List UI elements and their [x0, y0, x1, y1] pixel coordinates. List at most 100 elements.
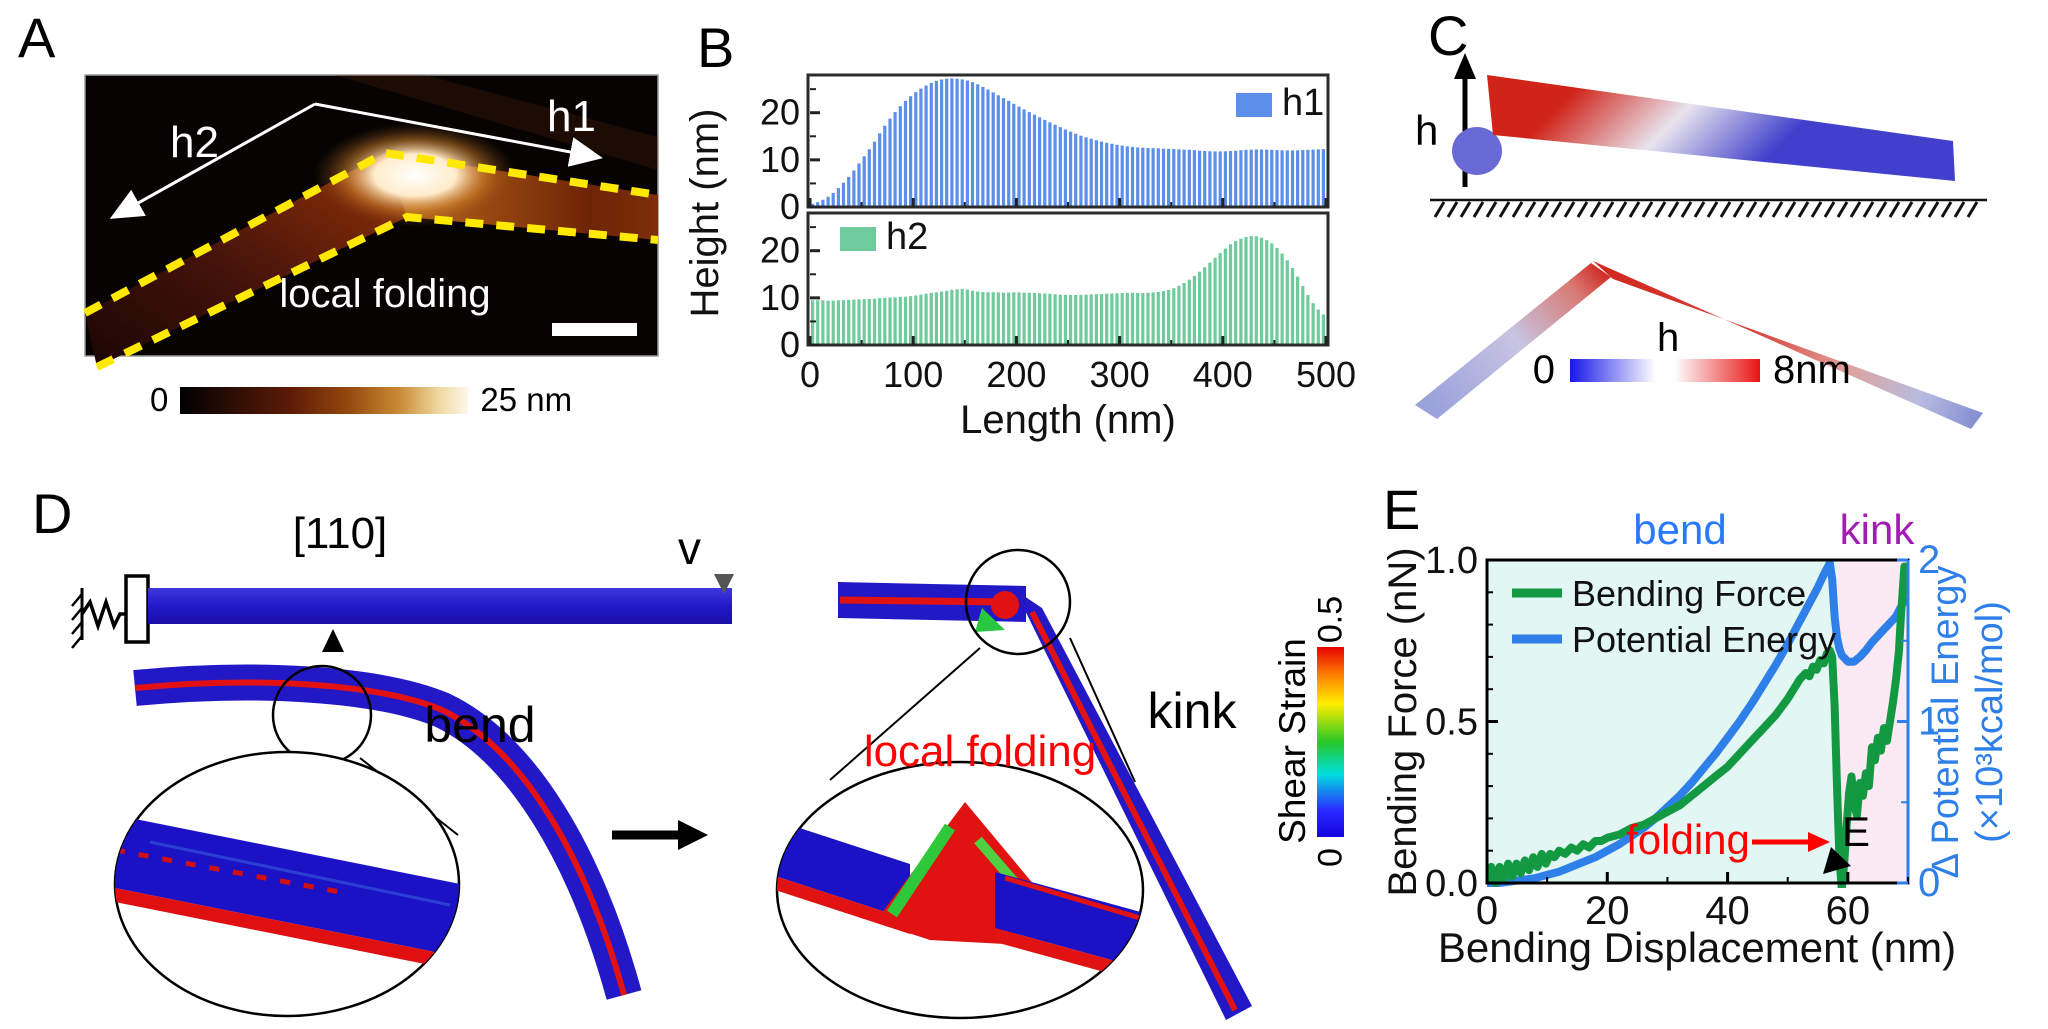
bar: [878, 298, 882, 345]
bar: [1208, 262, 1212, 345]
h2-arrow: [109, 102, 316, 219]
panel-e-letter: E: [1383, 478, 1421, 541]
bar: [1001, 98, 1006, 207]
bar: [903, 100, 908, 207]
bar: [1001, 292, 1006, 345]
h1-arrow: [314, 102, 603, 167]
b-ylabel: Height (nm): [683, 109, 727, 318]
bar: [1110, 293, 1114, 345]
right-tick-label: 0: [1918, 861, 1940, 905]
bar: [1074, 295, 1078, 345]
bar: [1141, 147, 1145, 207]
hatch-stroke: [1641, 201, 1654, 218]
hatch-stroke: [1459, 201, 1472, 218]
bottom-tick-label: 0: [1476, 889, 1498, 933]
bar: [960, 79, 964, 207]
c-colorbar-gradient: [1570, 359, 1760, 382]
y-tick-label: 10: [760, 139, 800, 180]
e-point-marker-label: E: [1842, 808, 1870, 855]
bar: [821, 300, 825, 345]
bar: [1110, 143, 1114, 207]
bar: [1192, 275, 1196, 345]
bar: [883, 125, 887, 207]
straight-nanowire: [148, 588, 732, 624]
bar: [960, 289, 964, 345]
bar: [1244, 149, 1248, 207]
kink-junction-green-patch: [975, 608, 1005, 632]
bar: [1182, 283, 1186, 345]
bar: [924, 85, 928, 207]
h1-legend-swatch: [1236, 93, 1272, 117]
bar: [1012, 292, 1016, 345]
bar: [1275, 247, 1279, 345]
bar: [1007, 292, 1011, 345]
bar: [888, 118, 892, 207]
y-tick-label: 20: [760, 230, 800, 271]
bottom-tick-label: 20: [1585, 889, 1630, 933]
panel-d-letter: D: [32, 482, 73, 545]
bar: [909, 96, 913, 207]
x-tick-label: 500: [1296, 354, 1356, 395]
hatch-stroke: [1836, 201, 1849, 218]
kink-red-core-down: [1029, 610, 1238, 1012]
y-tick-label: 0: [780, 186, 800, 227]
hatch-stroke: [1433, 201, 1446, 218]
bar: [821, 199, 825, 207]
hatch-stroke: [1719, 201, 1732, 218]
e-ylabel-left: Bending Force (nN): [1381, 547, 1425, 896]
bar: [1146, 148, 1150, 207]
b-xlabel: Length (nm): [960, 398, 1176, 442]
shear-strain-label: Shear Strain: [1272, 638, 1313, 844]
afm-colorbar-max: 25 nm: [480, 381, 573, 418]
bar: [1084, 294, 1088, 345]
bar: [867, 298, 871, 345]
bar: [903, 296, 908, 345]
simulation-height-panel: h h 0 8nm: [1415, 53, 1987, 429]
bar: [1249, 149, 1253, 207]
bar: [1141, 293, 1145, 345]
bar: [841, 300, 846, 345]
potential-energy-curve: [1487, 559, 1908, 887]
bar: [847, 176, 851, 207]
e-point-marker-triangle: [1823, 847, 1851, 874]
e-ylabel-right-line1: Δ Potential Energy: [1925, 566, 1967, 879]
spring-icon: [80, 596, 126, 632]
bar: [924, 293, 928, 345]
bar: [1290, 150, 1295, 207]
shear-strain-min: 0: [1311, 848, 1350, 867]
hatch-stroke: [1602, 201, 1615, 218]
right-tick-label: 1: [1918, 700, 1940, 744]
bottom-tick-label: 40: [1705, 889, 1750, 933]
bar: [996, 292, 1000, 345]
bar: [986, 89, 990, 207]
midpoint-marker-triangle: [322, 629, 344, 652]
h2-legend-label: h2: [886, 216, 928, 258]
hatch-stroke: [1784, 201, 1797, 218]
hatch-stroke: [1940, 201, 1953, 218]
bar: [1177, 149, 1181, 207]
hatch-stroke: [1667, 201, 1680, 218]
hatch-stroke: [1511, 201, 1524, 218]
bar: [1259, 237, 1264, 345]
bar: [1022, 292, 1026, 345]
bar: [1239, 150, 1243, 207]
x-tick-label: 0: [800, 354, 820, 395]
bar: [940, 79, 944, 207]
y-tick-label: 10: [760, 277, 800, 318]
e-bend-region-label: bend: [1633, 506, 1726, 553]
bar: [1027, 112, 1031, 207]
bar: [898, 297, 902, 345]
bar: [1151, 292, 1155, 345]
bar: [1043, 119, 1047, 207]
c-ground-hatch: [1433, 201, 1979, 218]
crystal-direction-label: [110]: [293, 509, 388, 558]
c-side-view-rod: [1487, 75, 1955, 181]
bar: [1120, 293, 1124, 345]
bar: [841, 182, 846, 207]
scale-bar: [552, 323, 637, 336]
local-folding-label-md: local folding: [864, 727, 1096, 776]
shear-strain-max: 0.5: [1311, 595, 1350, 644]
bar: [872, 298, 877, 345]
hatch-stroke: [1563, 201, 1576, 218]
